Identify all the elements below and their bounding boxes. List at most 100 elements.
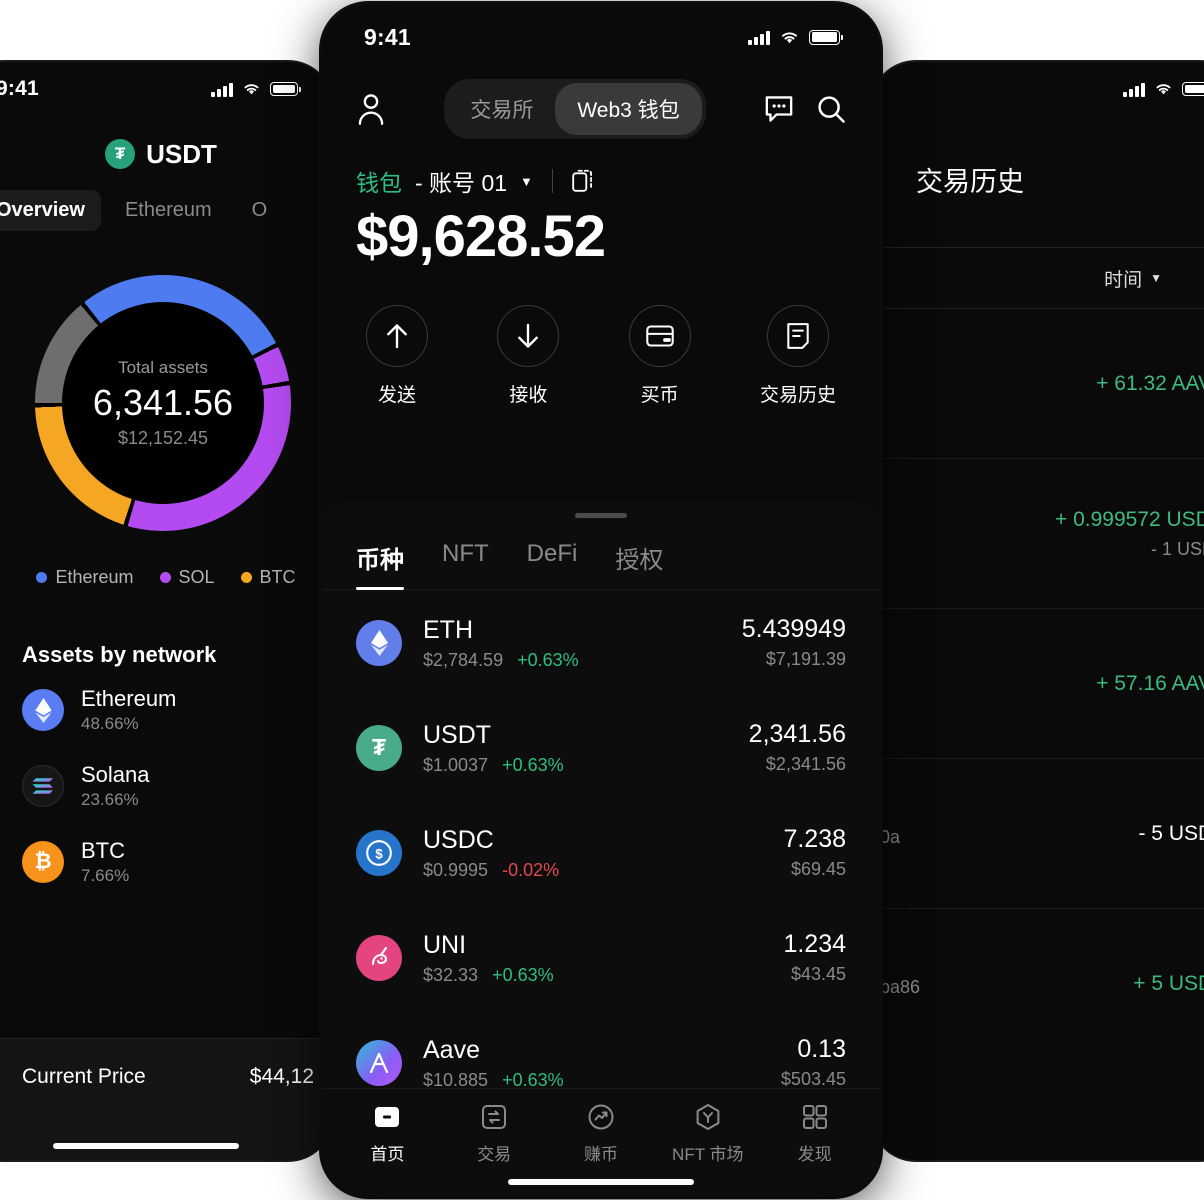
token-left: Aave $10.885 +0.63% (423, 1035, 781, 1091)
arrow-up-icon (366, 304, 428, 367)
tabbar-item-discover[interactable]: 发现 (761, 1102, 868, 1165)
tab-coins[interactable]: 币种 (356, 540, 404, 590)
network-percent: 7.66% (81, 866, 130, 885)
tab-other[interactable]: O (251, 199, 268, 221)
transaction-row[interactable]: + 5 USDT ba86 (872, 909, 1204, 1059)
legend-item-ethereum: Ethereum (36, 567, 134, 588)
tab-ethereum[interactable]: Ethereum (124, 199, 212, 221)
center-status-bar: 9:41 (322, 4, 880, 70)
status-time: 9:41 (0, 77, 39, 100)
transaction-row[interactable]: + 57.16 AAVE (872, 609, 1204, 759)
token-amount: 7.238 (783, 825, 846, 853)
legend-dot (159, 572, 171, 583)
legend-label: BTC (259, 567, 296, 587)
token-symbol: USDT (423, 720, 492, 749)
transaction-hash: ba86 (880, 977, 921, 997)
legend-dot (240, 572, 252, 583)
transaction-row[interactable]: + 0.999572 USDC - 1 USDT (872, 459, 1204, 609)
tabbar-item-earn[interactable]: 赚币 (548, 1102, 655, 1165)
tab-approvals[interactable]: 授权 (615, 547, 664, 574)
tabbar-item-trade[interactable]: 交易 (441, 1102, 548, 1165)
token-symbol: UNI (423, 930, 467, 959)
tether-logo: ₮ (105, 139, 136, 169)
action-label: 买币 (640, 384, 679, 406)
tab-defi[interactable]: DeFi (526, 540, 578, 567)
token-row-eth[interactable]: ETH $2,784.59 +0.63% 5.439949 $7,191.39 (356, 590, 846, 695)
tab-overview[interactable]: Overview (0, 190, 101, 231)
token-amount: 2,341.56 (748, 720, 846, 748)
token-amount: 0.13 (797, 1035, 846, 1063)
transaction-amount: + 5 USDT (1133, 972, 1204, 995)
right-phone-transaction-history: 9:41 交易历史 时间 ▼ + 61.32 AAVE + 0.999572 U… (872, 62, 1204, 1160)
token-row-uni[interactable]: UNI $32.33 +0.63% 1.234 $43.45 (356, 905, 846, 1010)
donut-label: Total assets (118, 357, 208, 377)
bottom-tab-bar: 首页 交易 赚币 (322, 1088, 880, 1196)
donut-legend: Ethereum SOL BTC (0, 553, 332, 588)
legend-dot (36, 572, 48, 583)
tabbar-label: 首页 (370, 1145, 405, 1164)
tab-nft[interactable]: NFT (442, 540, 489, 567)
time-filter-button[interactable]: 时间 ▼ (872, 247, 1204, 309)
network-name: Solana (81, 762, 150, 787)
donut-center-text: Total assets 6,341.56 $12,152.45 (35, 275, 291, 531)
action-label: 交易历史 (759, 384, 836, 406)
person-icon[interactable] (356, 93, 386, 125)
home-indicator (508, 1179, 694, 1185)
token-symbol: ETH (423, 615, 473, 644)
network-row-solana[interactable]: Solana 23.66% (0, 748, 332, 824)
action-receive[interactable]: 接收 (497, 304, 560, 407)
token-price: $0.9995 (423, 859, 489, 880)
chevron-down-icon: ▼ (1150, 271, 1162, 285)
network-text: Ethereum 48.66% (81, 686, 176, 734)
mode-segmented-control: 交易所 Web3 钱包 (444, 79, 706, 139)
segment-exchange[interactable]: 交易所 (470, 99, 534, 122)
nft-icon (696, 1104, 720, 1130)
network-name: Ethereum (81, 686, 177, 711)
token-symbol: Aave (423, 1035, 480, 1064)
tether-logo: ₮ (356, 724, 402, 771)
transaction-row[interactable]: - 5 USDT 0a (872, 759, 1204, 909)
sheet-grabber[interactable] (575, 513, 627, 518)
wifi-icon (782, 31, 797, 43)
transaction-amount: + 61.32 AAVE (1096, 371, 1204, 395)
action-send[interactable]: 发送 (366, 304, 428, 407)
token-symbol: USDC (423, 825, 494, 854)
token-left: USDC $0.9995 -0.02% (423, 825, 783, 881)
wallet-header: 交易所 Web3 钱包 (322, 70, 880, 142)
legend-label: SOL (178, 567, 215, 587)
exchange-icon (482, 1105, 507, 1129)
aave-glyph (369, 1052, 389, 1073)
transaction-history-title: 交易历史 (916, 167, 1024, 197)
status-time: 9:41 (364, 23, 411, 50)
token-left: UNI $32.33 +0.63% (423, 930, 783, 986)
network-row-ethereum[interactable]: Ethereum 48.66% (0, 672, 332, 748)
network-row-btc[interactable]: ₿ BTC 7.66% (0, 824, 332, 900)
network-percent: 23.66% (81, 790, 139, 809)
chat-bubble-icon[interactable] (764, 95, 794, 123)
token-fiat-value: $43.45 (790, 964, 846, 984)
token-row-usdt[interactable]: ₮ USDT $1.0037 +0.63% 2,341.56 $2,341.56 (356, 695, 846, 800)
token-right: 0.13 $503.45 (781, 1035, 846, 1090)
signal-icon (211, 82, 233, 97)
token-row-aave[interactable]: Aave $10.885 +0.63% 0.13 $503.45 (356, 1010, 846, 1115)
wallet-account: - 账号 01 (415, 170, 508, 196)
legend-item-btc: BTC (240, 567, 296, 588)
action-history[interactable]: 交易历史 (759, 304, 836, 407)
wifi-icon (244, 84, 259, 95)
transaction-row[interactable]: + 61.32 AAVE (872, 309, 1204, 459)
tabbar-item-nft-market[interactable]: NFT 市场 (654, 1102, 761, 1165)
solana-glyph (32, 778, 53, 794)
segment-web3-wallet[interactable]: Web3 钱包 (555, 83, 702, 135)
token-row-usdc[interactable]: $ USDC $0.9995 -0.02% 7.238 $69.45 (356, 800, 846, 905)
chevron-down-icon[interactable]: ▼ (520, 173, 533, 189)
tabbar-item-home[interactable]: 首页 (334, 1102, 441, 1165)
header-icons (764, 94, 846, 124)
current-price-label: Current Price (22, 1065, 146, 1088)
unicorn-glyph (371, 946, 388, 965)
copy-icon[interactable] (572, 169, 594, 193)
wallet-name: 钱包 (356, 170, 402, 196)
wallet-selector[interactable]: 钱包 - 账号 01 ▼ (322, 142, 880, 198)
search-icon[interactable] (816, 94, 846, 124)
action-buy[interactable]: 买币 (628, 304, 691, 407)
battery-icon (270, 82, 301, 96)
